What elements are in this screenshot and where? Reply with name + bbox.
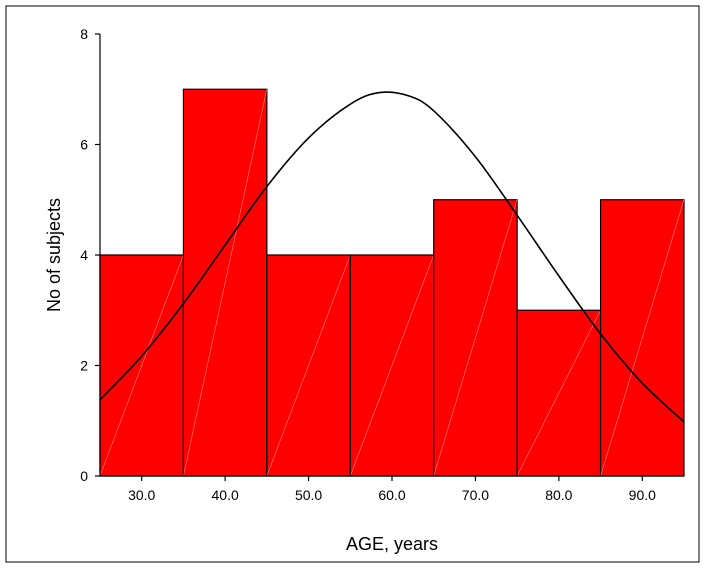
x-tick-label: 80.0 (545, 487, 572, 503)
y-tick-label: 6 (80, 137, 88, 153)
y-tick-label: 2 (80, 358, 88, 374)
curve-layer (99, 91, 685, 423)
y-axis-title: No of subjects (44, 198, 64, 312)
bar-hatch-line (433, 199, 518, 477)
bar-hatch-line (600, 199, 685, 477)
x-tick-label: 40.0 (212, 487, 239, 503)
x-tick-label: 30.0 (128, 487, 155, 503)
y-tick-label: 4 (80, 247, 88, 263)
y-tick-label: 0 (80, 468, 88, 484)
x-tick-label: 90.0 (629, 487, 656, 503)
ticks-layer: 0 2 4 6 8 30.0 40.0 50.0 60.0 70.0 80.0 90.0 (80, 26, 656, 503)
x-tick-label: 70.0 (462, 487, 489, 503)
y-tick-label: 8 (80, 26, 88, 42)
bars-layer (99, 88, 685, 477)
bar-hatch-line (350, 254, 434, 477)
bar-hatch-line (516, 310, 601, 477)
normal-curve-line (99, 91, 685, 423)
bar-hatch-line (266, 254, 351, 477)
bar-hatch-line (183, 89, 268, 477)
x-tick-label: 60.0 (378, 487, 405, 503)
bar-hatch-line (99, 254, 184, 477)
x-tick-label: 50.0 (295, 487, 322, 503)
x-axis-title: AGE, years (346, 534, 438, 554)
